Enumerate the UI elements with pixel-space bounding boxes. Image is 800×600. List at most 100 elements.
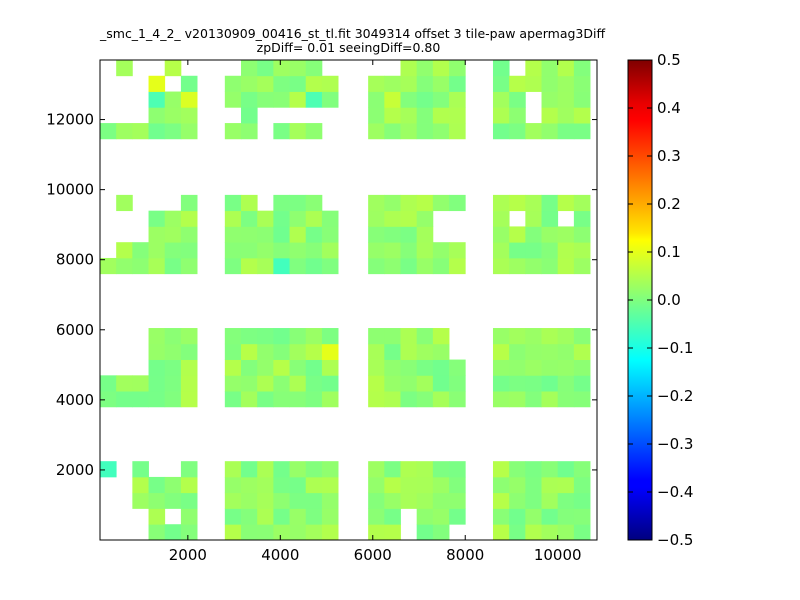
heatmap-cell [241,461,258,478]
heatmap-cell [400,123,418,140]
heatmap-cell [492,476,510,494]
heatmap-cell [164,375,182,392]
heatmap-cell [541,524,559,541]
heatmap-cell [305,343,323,360]
heatmap-cell [257,328,274,345]
heatmap-cell [525,476,542,494]
heatmap-cell [368,524,385,541]
heatmap-cell [384,328,401,345]
heatmap-cell [525,391,542,408]
heatmap-cell [289,123,307,140]
heatmap-cell [492,375,510,392]
heatmap-cell [305,242,323,259]
heatmap-cell [164,257,182,275]
heatmap-cell [368,210,385,227]
heatmap-cell [416,257,434,275]
heatmap-cell [321,375,339,392]
heatmap-cell [289,91,307,108]
heatmap-cell [400,194,418,212]
heatmap-cell [132,123,149,140]
heatmap-cell [289,391,307,408]
heatmap-cell [100,391,117,408]
heatmap-cell [416,242,434,259]
heatmap-cell [289,359,307,376]
heatmap-cell [557,461,575,478]
heatmap-cell [368,375,385,392]
heatmap-cell [416,476,434,494]
heatmap-cell [541,343,559,360]
heatmap-cell [273,328,290,345]
heatmap-cell [384,492,401,509]
heatmap-cell [257,375,274,392]
heatmap-cell [525,375,542,392]
heatmap-cell [224,343,242,360]
heatmap-cell [525,508,542,525]
chart-title: _smc_1_4_2_ v20130909_00416_st_tl.fit 30… [100,26,606,41]
heatmap-cell [116,60,133,77]
heatmap-cell [164,328,182,345]
heatmap-cell [164,226,182,243]
heatmap-cell [492,328,510,345]
heatmap-cell [384,343,401,360]
heatmap-cell [164,343,182,360]
heatmap-cell [148,391,166,408]
heatmap-cell [305,328,323,345]
heatmap-cell [368,91,385,108]
heatmap-cell [416,508,434,525]
heatmap-cell [241,328,258,345]
heatmap-cell [289,75,307,92]
heatmap-cell [257,524,274,541]
heatmap-cell [305,226,323,243]
heatmap-cell [509,492,526,509]
heatmap-cell [400,107,418,124]
heatmap-cell [541,226,559,243]
heatmap-cell [305,391,323,408]
heatmap-cell [541,375,559,392]
heatmap-cell [449,91,466,108]
heatmap-cell [525,359,542,376]
heatmap-cell [241,242,258,259]
heatmap-cell [492,210,510,227]
heatmap-cell [321,242,339,259]
heatmap-cell [449,461,466,478]
heatmap-cell [509,242,526,259]
heatmap-cell [132,461,149,478]
heatmap-cell [509,375,526,392]
heatmap-cell [148,91,166,108]
heatmap-cell [432,508,450,525]
heatmap-cell [224,476,242,494]
heatmap-cell [525,226,542,243]
heatmap-cell [400,391,418,408]
heatmap-cell [384,107,401,124]
heatmap-cell [321,492,339,509]
heatmap-cell [449,508,466,525]
heatmap-cell [224,391,242,408]
heatmap-cell [257,75,274,92]
heatmap-cell [432,75,450,92]
heatmap-cell [525,524,542,541]
heatmap-cell [305,375,323,392]
heatmap-cell [273,375,290,392]
heatmap-cell [416,123,434,140]
heatmap-cell [492,461,510,478]
heatmap-cell [273,75,290,92]
heatmap-cell [257,60,274,77]
heatmap-cell [541,328,559,345]
heatmap-cell [305,194,323,212]
heatmap-cell [416,226,434,243]
heatmap-cell [573,194,591,212]
heatmap-cell [224,242,242,259]
heatmap-cell [432,123,450,140]
x-tick-label: 4000 [261,546,299,564]
heatmap-cell [557,328,575,345]
heatmap-cell [180,210,198,227]
heatmap-cell [384,75,401,92]
heatmap-cell [509,359,526,376]
heatmap-cell [273,257,290,275]
heatmap-cell [321,391,339,408]
heatmap-cell [400,328,418,345]
heatmap-cell [449,476,466,494]
heatmap-cell [573,359,591,376]
heatmap-cell [449,257,466,275]
heatmap-cell [180,359,198,376]
